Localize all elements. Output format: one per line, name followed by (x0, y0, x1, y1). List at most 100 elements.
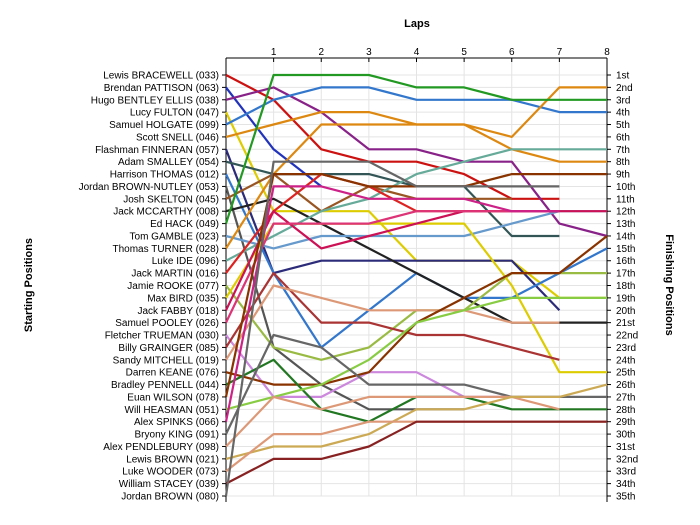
finish-label: 17th (616, 269, 635, 280)
start-label: Alex SPINKS (066) (134, 417, 219, 428)
start-label: Ed HACK (049) (150, 219, 219, 230)
series-line-24 (225, 284, 560, 361)
start-label: Luke WOODER (073) (122, 467, 219, 478)
start-label: Will HEASMAN (051) (125, 405, 219, 416)
finish-label: 1st (616, 71, 630, 82)
start-label: Josh SKELTON (045) (123, 194, 219, 205)
finish-label: 34th (616, 479, 635, 490)
finish-label: 9th (616, 170, 630, 181)
axes (222, 57, 611, 502)
x-tick-label: 1 (271, 47, 277, 58)
finish-label: 6th (616, 132, 630, 143)
start-label: Billy GRAINGER (085) (118, 343, 219, 354)
finish-label: 3rd (616, 95, 630, 106)
start-label: Brendan PATTISON (063) (104, 83, 219, 94)
series-line-5 (225, 86, 607, 126)
start-label: Bryony KING (091) (135, 430, 219, 441)
x-tick-label: 7 (557, 47, 563, 58)
start-label: Alex PENDLEBURY (098) (103, 442, 219, 453)
finish-label: 13th (616, 219, 635, 230)
series-line-14 (225, 210, 607, 250)
start-label: William STACEY (039) (119, 479, 219, 490)
start-label: Lewis BRACEWELL (033) (103, 71, 219, 82)
x-tick-label: 5 (461, 47, 467, 58)
start-label: Flashman FINNERAN (057) (95, 145, 219, 156)
finish-label: 16th (616, 256, 635, 267)
series-line-1 (225, 74, 560, 200)
finish-label: 23rd (616, 343, 636, 354)
x-tick-label: 8 (604, 47, 610, 58)
finish-label: 12th (616, 207, 635, 218)
start-label: Lewis BROWN (021) (126, 454, 219, 465)
series-line-15 (225, 123, 607, 249)
start-label: Jordan BROWN (080) (121, 492, 219, 503)
finish-label: 32nd (616, 454, 638, 465)
start-label: Jamie ROOKE (077) (127, 281, 219, 292)
start-label: Sandy MITCHELL (019) (113, 355, 219, 366)
start-label: Jordan BROWN-NUTLEY (053) (79, 182, 219, 193)
finish-label: 22nd (616, 331, 638, 342)
series-line-21 (225, 210, 560, 324)
start-label: Adam SMALLEY (054) (118, 157, 219, 168)
series-line-31 (225, 395, 560, 448)
start-label: Hugo BENTLEY ELLIS (038) (91, 95, 219, 106)
start-label: Tom GAMBLE (023) (130, 231, 219, 242)
series-line-16 (225, 148, 607, 262)
finish-label: 20th (616, 306, 635, 317)
start-label: Harrison THOMAS (012) (110, 170, 219, 181)
finish-label: 30th (616, 430, 635, 441)
finish-label: 24th (616, 355, 635, 366)
series-line-23 (225, 272, 560, 361)
finish-label: 19th (616, 293, 635, 304)
x-tick-label: 3 (366, 47, 372, 58)
y-axis-left-label: Starting Positions (23, 238, 35, 332)
chart-title: Laps (404, 18, 430, 30)
finish-label: 27th (616, 392, 635, 403)
series-line-29 (224, 185, 560, 422)
start-label: Bradley PENNELL (044) (111, 380, 219, 391)
finish-label: 7th (616, 145, 630, 156)
start-label: Fletcher TRUEMAN (030) (105, 331, 219, 342)
start-label: Samuel HOLGATE (099) (109, 120, 219, 131)
finish-label: 26th (616, 380, 635, 391)
finish-label: 15th (616, 244, 635, 255)
start-label: Samuel POOLEY (026) (115, 318, 219, 329)
start-label: Euan WILSON (078) (127, 392, 219, 403)
start-label: Lucy FULTON (047) (130, 108, 219, 119)
start-label: Jack FABBY (018) (137, 306, 219, 317)
start-label: Jack MARTIN (016) (131, 269, 219, 280)
start-label: Scott SNELL (046) (136, 132, 219, 143)
x-tick-label: 4 (414, 47, 420, 58)
start-label: Max BIRD (035) (147, 293, 219, 304)
series-line-28 (225, 296, 607, 411)
x-tick-label: 6 (509, 47, 515, 58)
finish-label: 4th (616, 108, 630, 119)
start-label: Thomas TURNER (028) (112, 244, 219, 255)
series-line-35 (224, 160, 560, 497)
series-line-34 (225, 420, 607, 485)
finish-label: 29th (616, 417, 635, 428)
finish-label: 11th (616, 194, 635, 205)
finish-label: 10th (616, 182, 635, 193)
start-label: Jack MCCARTHY (008) (113, 207, 219, 218)
finish-label: 35th (616, 492, 635, 503)
finish-label: 33rd (616, 467, 636, 478)
start-label: Darren KEANE (076) (126, 368, 219, 379)
finish-label: 18th (616, 281, 635, 292)
series-lines (224, 73, 608, 497)
series-line-32 (225, 383, 608, 460)
finish-label: 31st (616, 442, 635, 453)
finish-label: 25th (616, 368, 635, 379)
x-tick-label: 2 (318, 47, 324, 58)
finish-label: 14th (616, 231, 635, 242)
finish-label: 5th (616, 120, 630, 131)
finish-label: 8th (616, 157, 630, 168)
finish-label: 28th (616, 405, 635, 416)
y-axis-right-label: Finishing Positions (663, 234, 675, 335)
series-line-13 (224, 73, 607, 224)
finish-label: 21st (616, 318, 635, 329)
start-label: Luke IDE (096) (152, 256, 219, 267)
labels: 1 2 3 4 5 6 7 8 Lewis BRACEWELL (033)Brendan PAT… (79, 47, 639, 503)
finish-label: 2nd (616, 83, 633, 94)
